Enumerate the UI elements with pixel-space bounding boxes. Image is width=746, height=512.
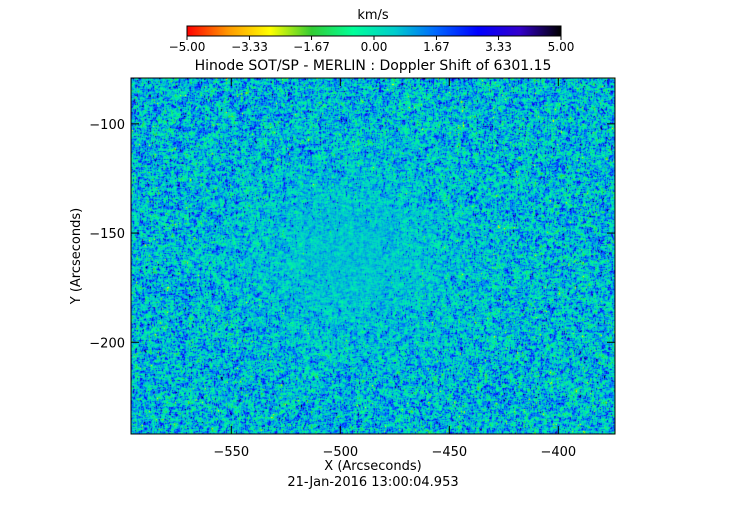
colorbar-tick-label: −1.67: [293, 40, 330, 54]
colorbar-tick-label: 0.00: [361, 40, 388, 54]
colorbar: [186, 25, 562, 37]
timestamp: 21-Jan-2016 13:00:04.953: [287, 475, 458, 490]
plot-frame: [130, 77, 616, 435]
y-tick-label: −100: [89, 118, 125, 133]
x-tick-label: −550: [213, 445, 249, 460]
colorbar-unit-label: km/s: [357, 8, 389, 23]
x-tick-label: −400: [540, 445, 576, 460]
x-tick-label: −450: [431, 445, 467, 460]
y-tick-label: −150: [89, 227, 125, 242]
x-axis-label: X (Arcseconds): [324, 459, 421, 474]
chart-title: Hinode SOT/SP - MERLIN : Doppler Shift o…: [195, 58, 552, 74]
colorbar-tick-label: 5.00: [548, 40, 575, 54]
colorbar-tick-labels: −5.00 −3.33 −1.67 0.00 1.67 3.33 5.00: [169, 40, 575, 54]
y-axis-ticks: −100 −150 −200: [89, 118, 615, 351]
colorbar-ticks: [186, 36, 562, 40]
colorbar-tick-label: 3.33: [485, 40, 512, 54]
colorbar-tick-label: −5.00: [169, 40, 206, 54]
colorbar-tick-label: −3.33: [231, 40, 268, 54]
x-axis-ticks: −550 −500 −450 −400: [213, 78, 576, 460]
colorbar-tick-label: 1.67: [423, 40, 450, 54]
doppler-map: [131, 78, 615, 434]
x-tick-label: −500: [322, 445, 358, 460]
y-axis-label: Y (Arcseconds): [69, 208, 84, 305]
y-tick-label: −200: [89, 336, 125, 351]
